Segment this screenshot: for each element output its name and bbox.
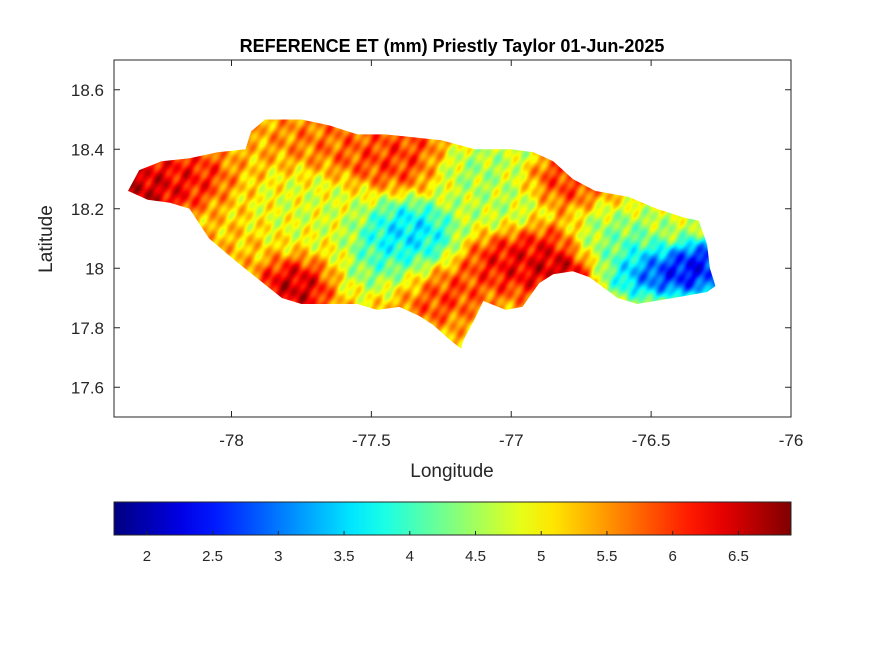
colorbar-tick-label: 5.5 [597,548,618,565]
y-axis-ticks: 17.6 17.8 18 18.2 18.4 18.6 [71,81,791,397]
y-tick-label: 18 [85,259,104,278]
y-tick-label: 18.6 [71,81,104,100]
y-tick-label: 17.6 [71,378,104,397]
colorbar-ticks: 2 2.5 3 3.5 4 4.5 5 5.5 6 6.5 [143,531,749,565]
colorbar-tick-label: 3 [274,548,282,565]
x-tick-label: -77.5 [352,431,391,450]
x-tick-label: -78 [219,431,244,450]
colorbar-tick-label: 4.5 [465,548,486,565]
y-tick-label: 17.8 [71,319,104,338]
x-tick-label: -76 [779,431,804,450]
colorbar-bar [113,501,792,536]
colorbar-tick-label: 5 [537,548,545,565]
y-tick-label: 18.4 [71,140,104,159]
x-tick-label: -77 [499,431,524,450]
x-axis-ticks: -78 -77.5 -77 -76.5 -76 [219,60,803,450]
x-axis-label: Longitude [410,461,493,482]
colorbar-tick-label: 6 [669,548,677,565]
chart-title: REFERENCE ET (mm) Priestly Taylor 01-Jun… [240,36,665,56]
y-axis-label: Latitude [36,205,57,273]
colorbar: 2 2.5 3 3.5 4 4.5 5 5.5 6 6.5 [113,501,792,565]
colorbar-tick-label: 2 [143,548,151,565]
colorbar-tick-label: 3.5 [334,548,355,565]
colorbar-tick-label: 6.5 [728,548,749,565]
colorbar-tick-label: 4 [406,548,414,565]
x-tick-label: -76.5 [632,431,671,450]
y-tick-label: 18.2 [71,200,104,219]
colorbar-tick-label: 2.5 [202,548,223,565]
